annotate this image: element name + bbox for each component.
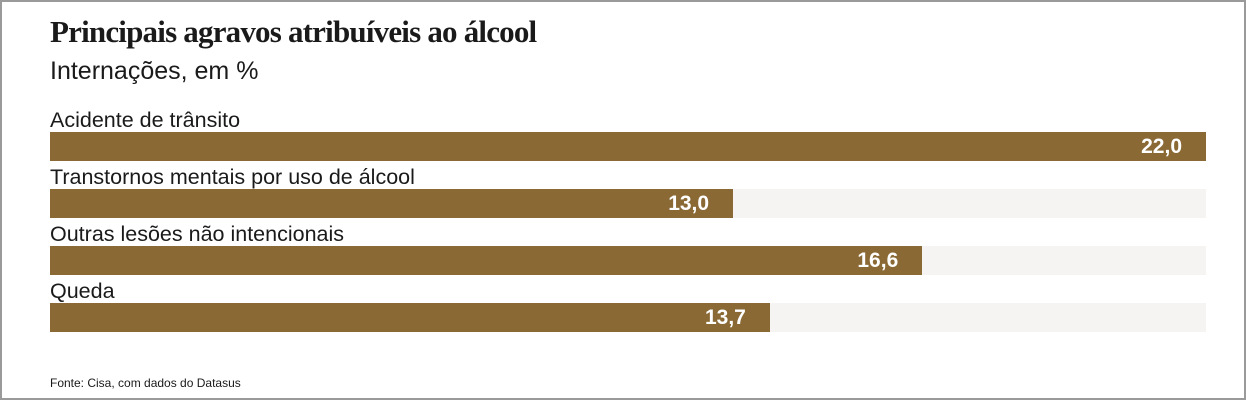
bar-track: 22,0 <box>50 132 1206 161</box>
chart-title: Principais agravos atribuíveis ao álcool <box>50 14 537 49</box>
bar-track: 16,6 <box>50 246 1206 275</box>
chart-subtitle: Internações, em % <box>50 57 259 85</box>
bar-row: Acidente de trânsito 22,0 <box>50 108 1206 165</box>
bar-row: Queda 13,7 <box>50 279 1206 336</box>
bar-track: 13,0 <box>50 189 1206 218</box>
category-label: Acidente de trânsito <box>50 108 241 132</box>
bar-row: Outras lesões não intencionais 16,6 <box>50 222 1206 279</box>
value-label: 16,6 <box>857 249 899 272</box>
source-note: Fonte: Cisa, com dados do Datasus <box>50 376 241 390</box>
category-label: Outras lesões não intencionais <box>50 222 345 246</box>
bar: 13,7 <box>50 303 770 332</box>
category-label: Queda <box>50 279 115 303</box>
bar-track: 13,7 <box>50 303 1206 332</box>
bar: 22,0 <box>50 132 1206 161</box>
category-label: Transtornos mentais por uso de álcool <box>50 165 415 189</box>
bar: 13,0 <box>50 189 734 218</box>
value-label: 13,7 <box>704 306 746 329</box>
value-label: 22,0 <box>1141 135 1182 158</box>
bar-rows: Acidente de trânsito 22,0 Transtornos me… <box>50 108 1206 336</box>
value-label: 13,0 <box>668 192 710 215</box>
bar-row: Transtornos mentais por uso de álcool 13… <box>50 165 1206 222</box>
bar: 16,6 <box>50 246 923 275</box>
